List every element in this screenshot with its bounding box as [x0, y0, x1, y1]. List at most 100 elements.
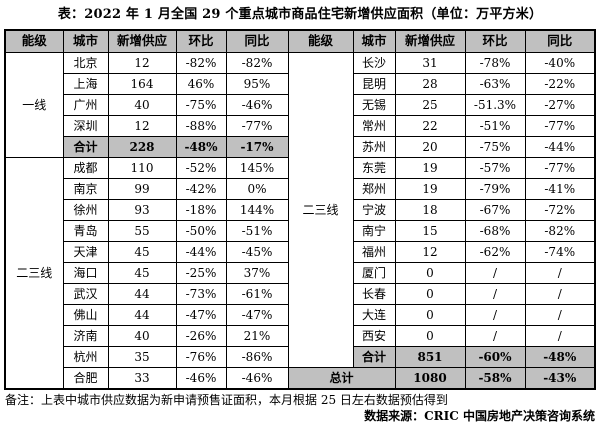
subtotal-label-cell: 合计 [352, 346, 396, 368]
supply-cell: 25 [394, 94, 466, 116]
supply-cell: 110 [107, 157, 177, 179]
mom-cell: -57% [464, 157, 526, 179]
table-row: 上海 164 46% 95% 昆明 28 -63% -22% [5, 73, 596, 95]
city-cell: 北京 [62, 52, 109, 74]
subtotal-yoy-cell: -17% [225, 136, 289, 158]
mom-cell: -78% [464, 52, 526, 74]
supply-cell: 55 [107, 220, 177, 242]
supply-cell: 45 [107, 241, 177, 263]
city-cell: 大连 [352, 304, 396, 326]
tier-23-right-cell: 二三线 [287, 52, 354, 368]
grand-total-supply-cell: 1080 [394, 367, 466, 390]
supply-cell: 164 [107, 73, 177, 95]
mom-cell: -76% [175, 346, 227, 368]
tier-1-cell: 一线 [4, 52, 64, 158]
city-cell: 成都 [62, 157, 109, 179]
city-cell: 福州 [352, 241, 396, 263]
mom-cell: -51.3% [464, 94, 526, 116]
supply-cell: 0 [394, 325, 466, 347]
mom-cell: -63% [464, 73, 526, 95]
yoy-cell: -46% [225, 367, 289, 390]
mom-cell: / [464, 262, 526, 284]
mom-cell: -52% [175, 157, 227, 179]
table-row: 深圳 12 -88% -77% 常州 22 -51% -77% [5, 115, 596, 137]
yoy-cell: -82% [225, 52, 289, 74]
yoy-cell: -61% [225, 283, 289, 305]
yoy-cell: / [524, 325, 596, 347]
yoy-cell: -77% [524, 157, 596, 179]
supply-cell: 19 [394, 178, 466, 200]
yoy-cell: 21% [225, 325, 289, 347]
supply-cell: 45 [107, 262, 177, 284]
table-row: 二三线 成都 110 -52% 145% 东莞 19 -57% -77% [4, 157, 596, 390]
supply-cell: 99 [107, 178, 177, 200]
supply-cell: 12 [394, 241, 466, 263]
mom-cell: -51% [464, 115, 526, 137]
tier-23-left-cell: 二三线 [4, 157, 64, 390]
yoy-cell: -27% [524, 94, 596, 116]
grand-total-label-cell: 总计 [287, 367, 396, 390]
city-cell: 广州 [62, 94, 109, 116]
subtotal-supply-cell: 228 [107, 136, 177, 158]
supply-cell: 0 [394, 304, 466, 326]
yoy-cell: 0% [225, 178, 289, 200]
yoy-cell: 95% [225, 73, 289, 95]
supply-cell: 18 [394, 199, 466, 221]
yoy-cell: -47% [225, 304, 289, 326]
mom-cell: -25% [175, 262, 227, 284]
mom-cell: / [464, 283, 526, 305]
city-cell: 南京 [62, 178, 109, 200]
mom-cell: -79% [464, 178, 526, 200]
yoy-cell: 144% [225, 199, 289, 221]
city-cell: 厦门 [352, 262, 396, 284]
yoy-cell: -77% [225, 115, 289, 137]
col-header-tier-right: 能级 [287, 29, 354, 53]
mom-cell: -67% [464, 199, 526, 221]
city-cell: 深圳 [62, 115, 109, 137]
city-cell: 杭州 [62, 346, 109, 368]
city-cell: 昆明 [352, 73, 396, 95]
mom-cell: / [464, 325, 526, 347]
col-header-supply-right: 新增供应 [394, 29, 466, 53]
mom-cell: -75% [464, 136, 526, 158]
city-cell: 徐州 [62, 199, 109, 221]
city-cell: 长春 [352, 283, 396, 305]
col-header-mom-right: 环比 [464, 29, 526, 53]
supply-cell: 44 [107, 304, 177, 326]
yoy-cell: -45% [225, 241, 289, 263]
table-row: 天津 45 -44% -45% 福州 12 -62% -74% [5, 241, 596, 263]
col-header-tier-left: 能级 [4, 29, 64, 53]
col-header-yoy-left: 同比 [225, 29, 289, 53]
grand-total-yoy-cell: -43% [524, 367, 596, 390]
supply-cell: 35 [107, 346, 177, 368]
table-row: 济南 40 -26% 21% 西安 0 / / [5, 325, 596, 347]
subtotal-label-cell: 合计 [62, 136, 109, 158]
city-cell: 海口 [62, 262, 109, 284]
mom-cell: -42% [175, 178, 227, 200]
city-cell: 合肥 [62, 367, 109, 390]
supply-cell: 40 [107, 94, 177, 116]
table-row: 武汉 44 -73% -61% 长春 0 / / [5, 283, 596, 305]
supply-cell: 31 [394, 52, 466, 74]
city-cell: 上海 [62, 73, 109, 95]
city-cell: 东莞 [352, 157, 396, 179]
city-cell: 常州 [352, 115, 396, 137]
mom-cell: -44% [175, 241, 227, 263]
yoy-cell: -86% [225, 346, 289, 368]
yoy-cell: -44% [524, 136, 596, 158]
supply-cell: 19 [394, 157, 466, 179]
supply-table: 能级 城市 新增供应 环比 同比 能级 城市 新增供应 环比 同比 一线 北京 … [4, 29, 596, 390]
supply-cell: 33 [107, 367, 177, 390]
header-row: 能级 城市 新增供应 环比 同比 能级 城市 新增供应 环比 同比 [4, 29, 596, 53]
yoy-cell: -51% [225, 220, 289, 242]
subtotal-row-tier1: 合计 228 -48% -17% 苏州 20 -75% -44% [5, 136, 596, 158]
mom-cell: -18% [175, 199, 227, 221]
city-cell: 宁波 [352, 199, 396, 221]
mom-cell: -50% [175, 220, 227, 242]
mom-cell: -75% [175, 94, 227, 116]
col-header-city-right: 城市 [352, 29, 396, 53]
yoy-cell: -40% [524, 52, 596, 74]
col-header-mom-left: 环比 [175, 29, 227, 53]
city-cell: 郑州 [352, 178, 396, 200]
col-header-supply-left: 新增供应 [107, 29, 177, 53]
